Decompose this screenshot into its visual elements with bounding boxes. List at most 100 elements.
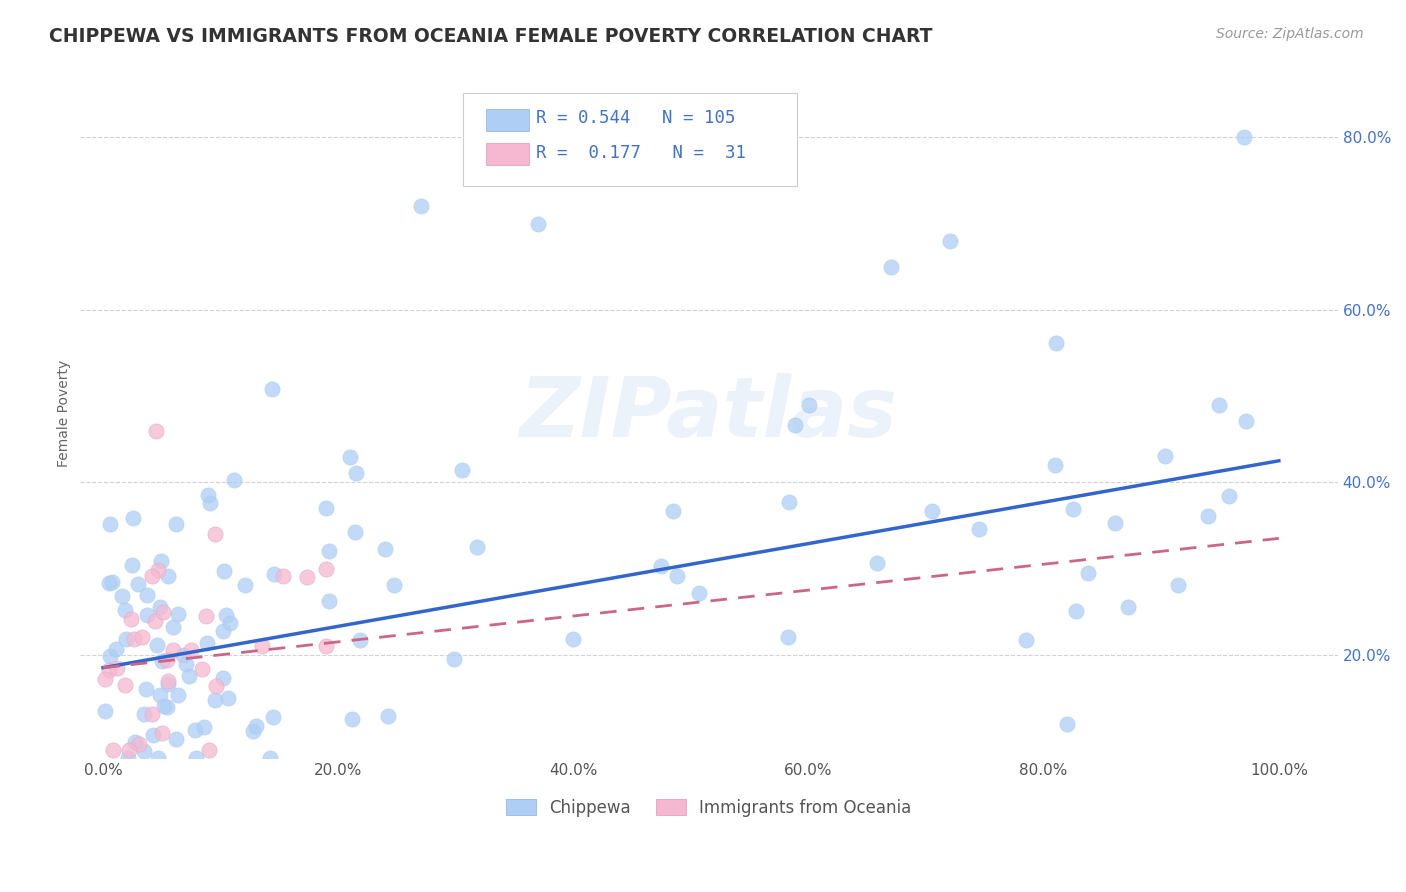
Point <box>150 726 173 740</box>
Point <box>97 663 120 677</box>
Point <box>666 569 689 583</box>
Point <box>114 678 136 692</box>
Point <box>204 527 226 541</box>
Point <box>100 517 122 532</box>
Point <box>198 495 221 509</box>
FancyBboxPatch shape <box>486 109 529 130</box>
Point <box>318 544 340 558</box>
Point <box>315 561 337 575</box>
Point <box>215 608 238 623</box>
Point <box>184 751 207 765</box>
Point <box>194 609 217 624</box>
Point <box>1154 450 1177 464</box>
Point <box>776 630 799 644</box>
Point <box>1167 578 1189 592</box>
Point <box>259 751 281 765</box>
Point <box>1015 632 1038 647</box>
Point <box>111 589 134 603</box>
Point <box>98 649 121 664</box>
FancyBboxPatch shape <box>463 93 797 186</box>
Point <box>114 603 136 617</box>
Point <box>184 723 207 738</box>
Point <box>1104 516 1126 531</box>
Point <box>98 576 121 591</box>
Point <box>1062 501 1084 516</box>
Point <box>142 728 165 742</box>
Point <box>1208 398 1230 412</box>
Point <box>150 655 173 669</box>
Point <box>443 652 465 666</box>
Point <box>179 669 201 683</box>
Point <box>165 732 187 747</box>
Point <box>157 677 180 691</box>
Point <box>135 607 157 622</box>
Point <box>127 577 149 591</box>
Point <box>135 681 157 696</box>
Point <box>1045 336 1067 351</box>
Point <box>146 563 169 577</box>
Point <box>252 639 274 653</box>
Point <box>105 641 128 656</box>
Point <box>1218 489 1240 503</box>
Point <box>650 559 672 574</box>
Point <box>141 569 163 583</box>
Point <box>117 751 139 765</box>
Point <box>344 467 367 481</box>
Point <box>205 679 228 693</box>
Point <box>149 553 172 567</box>
Point <box>122 511 145 525</box>
Text: R =  0.177   N =  31: R = 0.177 N = 31 <box>536 144 747 161</box>
Text: R = 0.544   N = 105: R = 0.544 N = 105 <box>536 109 735 128</box>
Point <box>562 632 585 647</box>
Point <box>143 614 166 628</box>
Point <box>132 707 155 722</box>
Point <box>374 541 396 556</box>
Point <box>122 632 145 646</box>
Point <box>235 578 257 592</box>
Point <box>1118 600 1140 615</box>
Point <box>245 719 267 733</box>
Point <box>120 612 142 626</box>
Point <box>162 643 184 657</box>
Point <box>527 217 550 231</box>
Point <box>315 639 337 653</box>
Point <box>153 698 176 713</box>
Point <box>172 648 194 662</box>
Point <box>101 575 124 590</box>
Point <box>260 382 283 396</box>
Point <box>1064 604 1087 618</box>
Point <box>117 742 139 756</box>
Point <box>124 735 146 749</box>
Point <box>262 710 284 724</box>
Point <box>212 564 235 578</box>
Y-axis label: Female Poverty: Female Poverty <box>58 359 72 467</box>
Point <box>156 673 179 688</box>
Point <box>219 615 242 630</box>
Point <box>156 653 179 667</box>
Text: ZIPatlas: ZIPatlas <box>520 373 897 454</box>
Point <box>785 417 807 432</box>
Text: Source: ZipAtlas.com: Source: ZipAtlas.com <box>1216 27 1364 41</box>
Point <box>165 516 187 531</box>
Point <box>204 693 226 707</box>
Point <box>176 657 198 671</box>
Point <box>340 712 363 726</box>
Point <box>211 624 233 639</box>
Point <box>880 260 903 274</box>
Point <box>94 704 117 718</box>
Point <box>661 504 683 518</box>
Point <box>166 689 188 703</box>
Point <box>149 689 172 703</box>
Point <box>349 632 371 647</box>
Point <box>135 588 157 602</box>
FancyBboxPatch shape <box>486 143 529 165</box>
Point <box>128 737 150 751</box>
Point <box>451 463 474 477</box>
Point <box>146 751 169 765</box>
Point <box>1077 566 1099 580</box>
Point <box>146 639 169 653</box>
Point <box>155 700 177 714</box>
Point <box>1232 130 1254 145</box>
Legend: Chippewa, Immigrants from Oceania: Chippewa, Immigrants from Oceania <box>499 792 918 823</box>
Point <box>1043 458 1066 473</box>
